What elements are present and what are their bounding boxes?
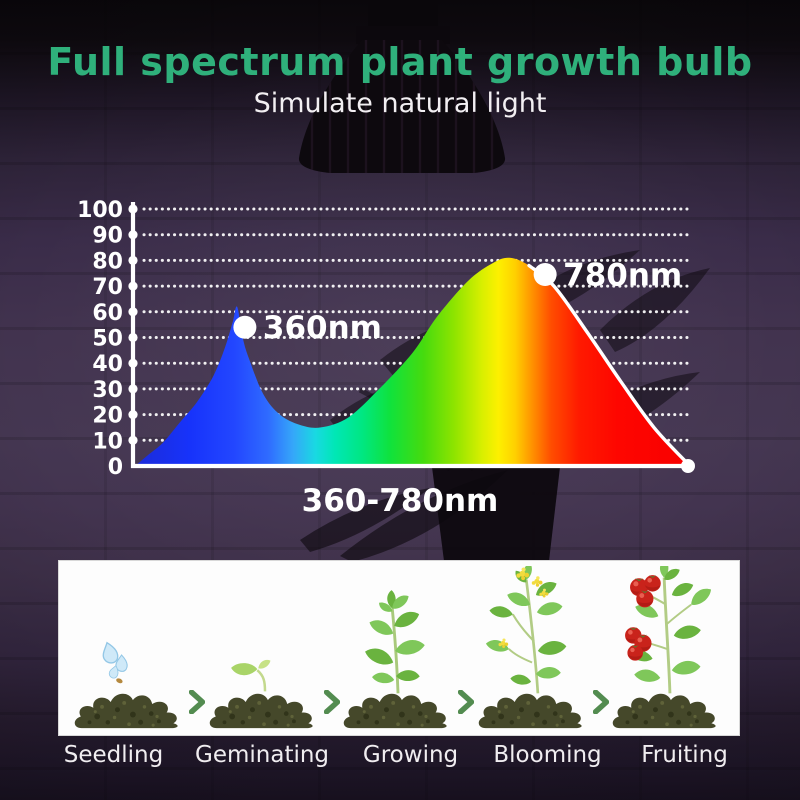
stage-label-fruiting: Fruiting — [641, 742, 728, 768]
stage-illustration-growing — [343, 589, 447, 729]
stage-illustration-blooming — [478, 566, 582, 729]
stage-label-growing: Growing — [362, 742, 459, 768]
stage-label-seedling: Seedling — [63, 742, 164, 768]
stage-fruiting — [609, 566, 727, 730]
stage-blooming — [475, 566, 593, 730]
poster-subtitle: Simulate natural light — [253, 88, 547, 119]
next-stage-chevron-icon — [458, 690, 474, 714]
stage-illustration-seedling — [74, 639, 178, 729]
stage-illustration-fruiting — [612, 566, 716, 729]
stage-geminating — [206, 566, 324, 730]
next-stage-chevron-icon — [324, 690, 340, 714]
stage-label-blooming: Blooming — [493, 742, 602, 768]
poster-title: Full spectrum plant growth bulb — [47, 40, 753, 84]
stage-illustration-geminating — [209, 658, 313, 729]
next-stage-chevron-icon — [189, 690, 205, 714]
stage-labels-row: Seedling Geminating Growing Blooming Fru… — [58, 742, 740, 768]
growth-stages-panel — [58, 560, 740, 736]
stage-label-geminating: Geminating — [195, 742, 330, 768]
stage-growing — [340, 566, 458, 730]
next-stage-chevron-icon — [593, 690, 609, 714]
stage-seedling — [71, 566, 189, 730]
x-axis-label: 360-780nm — [301, 483, 499, 519]
